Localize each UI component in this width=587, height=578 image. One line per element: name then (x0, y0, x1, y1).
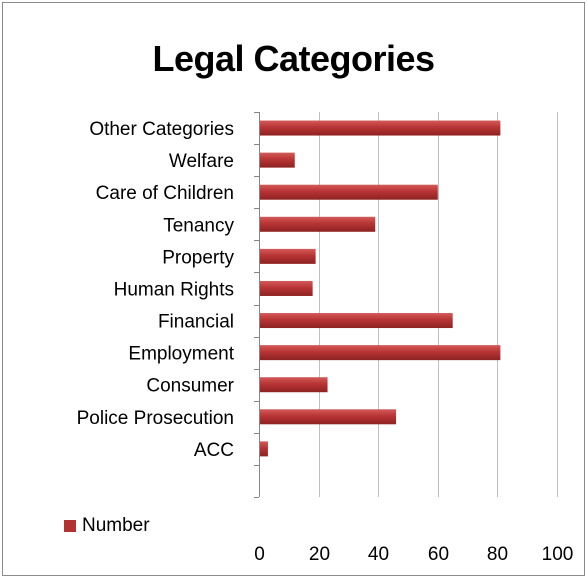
x-tick-label: 20 (309, 544, 330, 565)
category-labels: ACC Police Prosecution Consumer Employment F… (77, 119, 235, 461)
category-label: Welfare (169, 151, 234, 172)
bars (260, 120, 501, 457)
category-label: Employment (128, 344, 234, 365)
category-label: Tenancy (163, 215, 234, 236)
category-label: Human Rights (114, 279, 234, 300)
gridlines (254, 112, 558, 498)
bar (260, 216, 376, 232)
category-label: Care of Children (96, 183, 234, 204)
category-label: Financial (158, 312, 234, 333)
x-tick-label: 100 (542, 544, 574, 565)
bar (260, 120, 501, 136)
bar (260, 313, 453, 329)
x-tick-label: 80 (487, 544, 508, 565)
legend-swatch (64, 520, 76, 532)
x-tick-label: 0 (254, 544, 265, 565)
x-tick-label: 40 (368, 544, 389, 565)
bar (260, 409, 397, 425)
x-tick-labels: 0 20 40 60 80 100 (254, 544, 573, 565)
category-label: Consumer (146, 376, 234, 397)
category-label: Police Prosecution (77, 408, 234, 429)
legend-label: Number (82, 515, 150, 536)
bar (260, 152, 295, 168)
bar (260, 377, 328, 393)
bar (260, 345, 501, 361)
chart-title: Legal Categories (152, 38, 435, 79)
bar (260, 280, 313, 296)
category-label: ACC (194, 440, 234, 461)
legend: Number (64, 515, 150, 537)
bar (260, 184, 438, 200)
x-tick-label: 60 (428, 544, 449, 565)
bar (260, 441, 268, 457)
bar (260, 248, 316, 264)
category-label: Other Categories (89, 119, 234, 140)
category-label: Property (162, 247, 234, 268)
